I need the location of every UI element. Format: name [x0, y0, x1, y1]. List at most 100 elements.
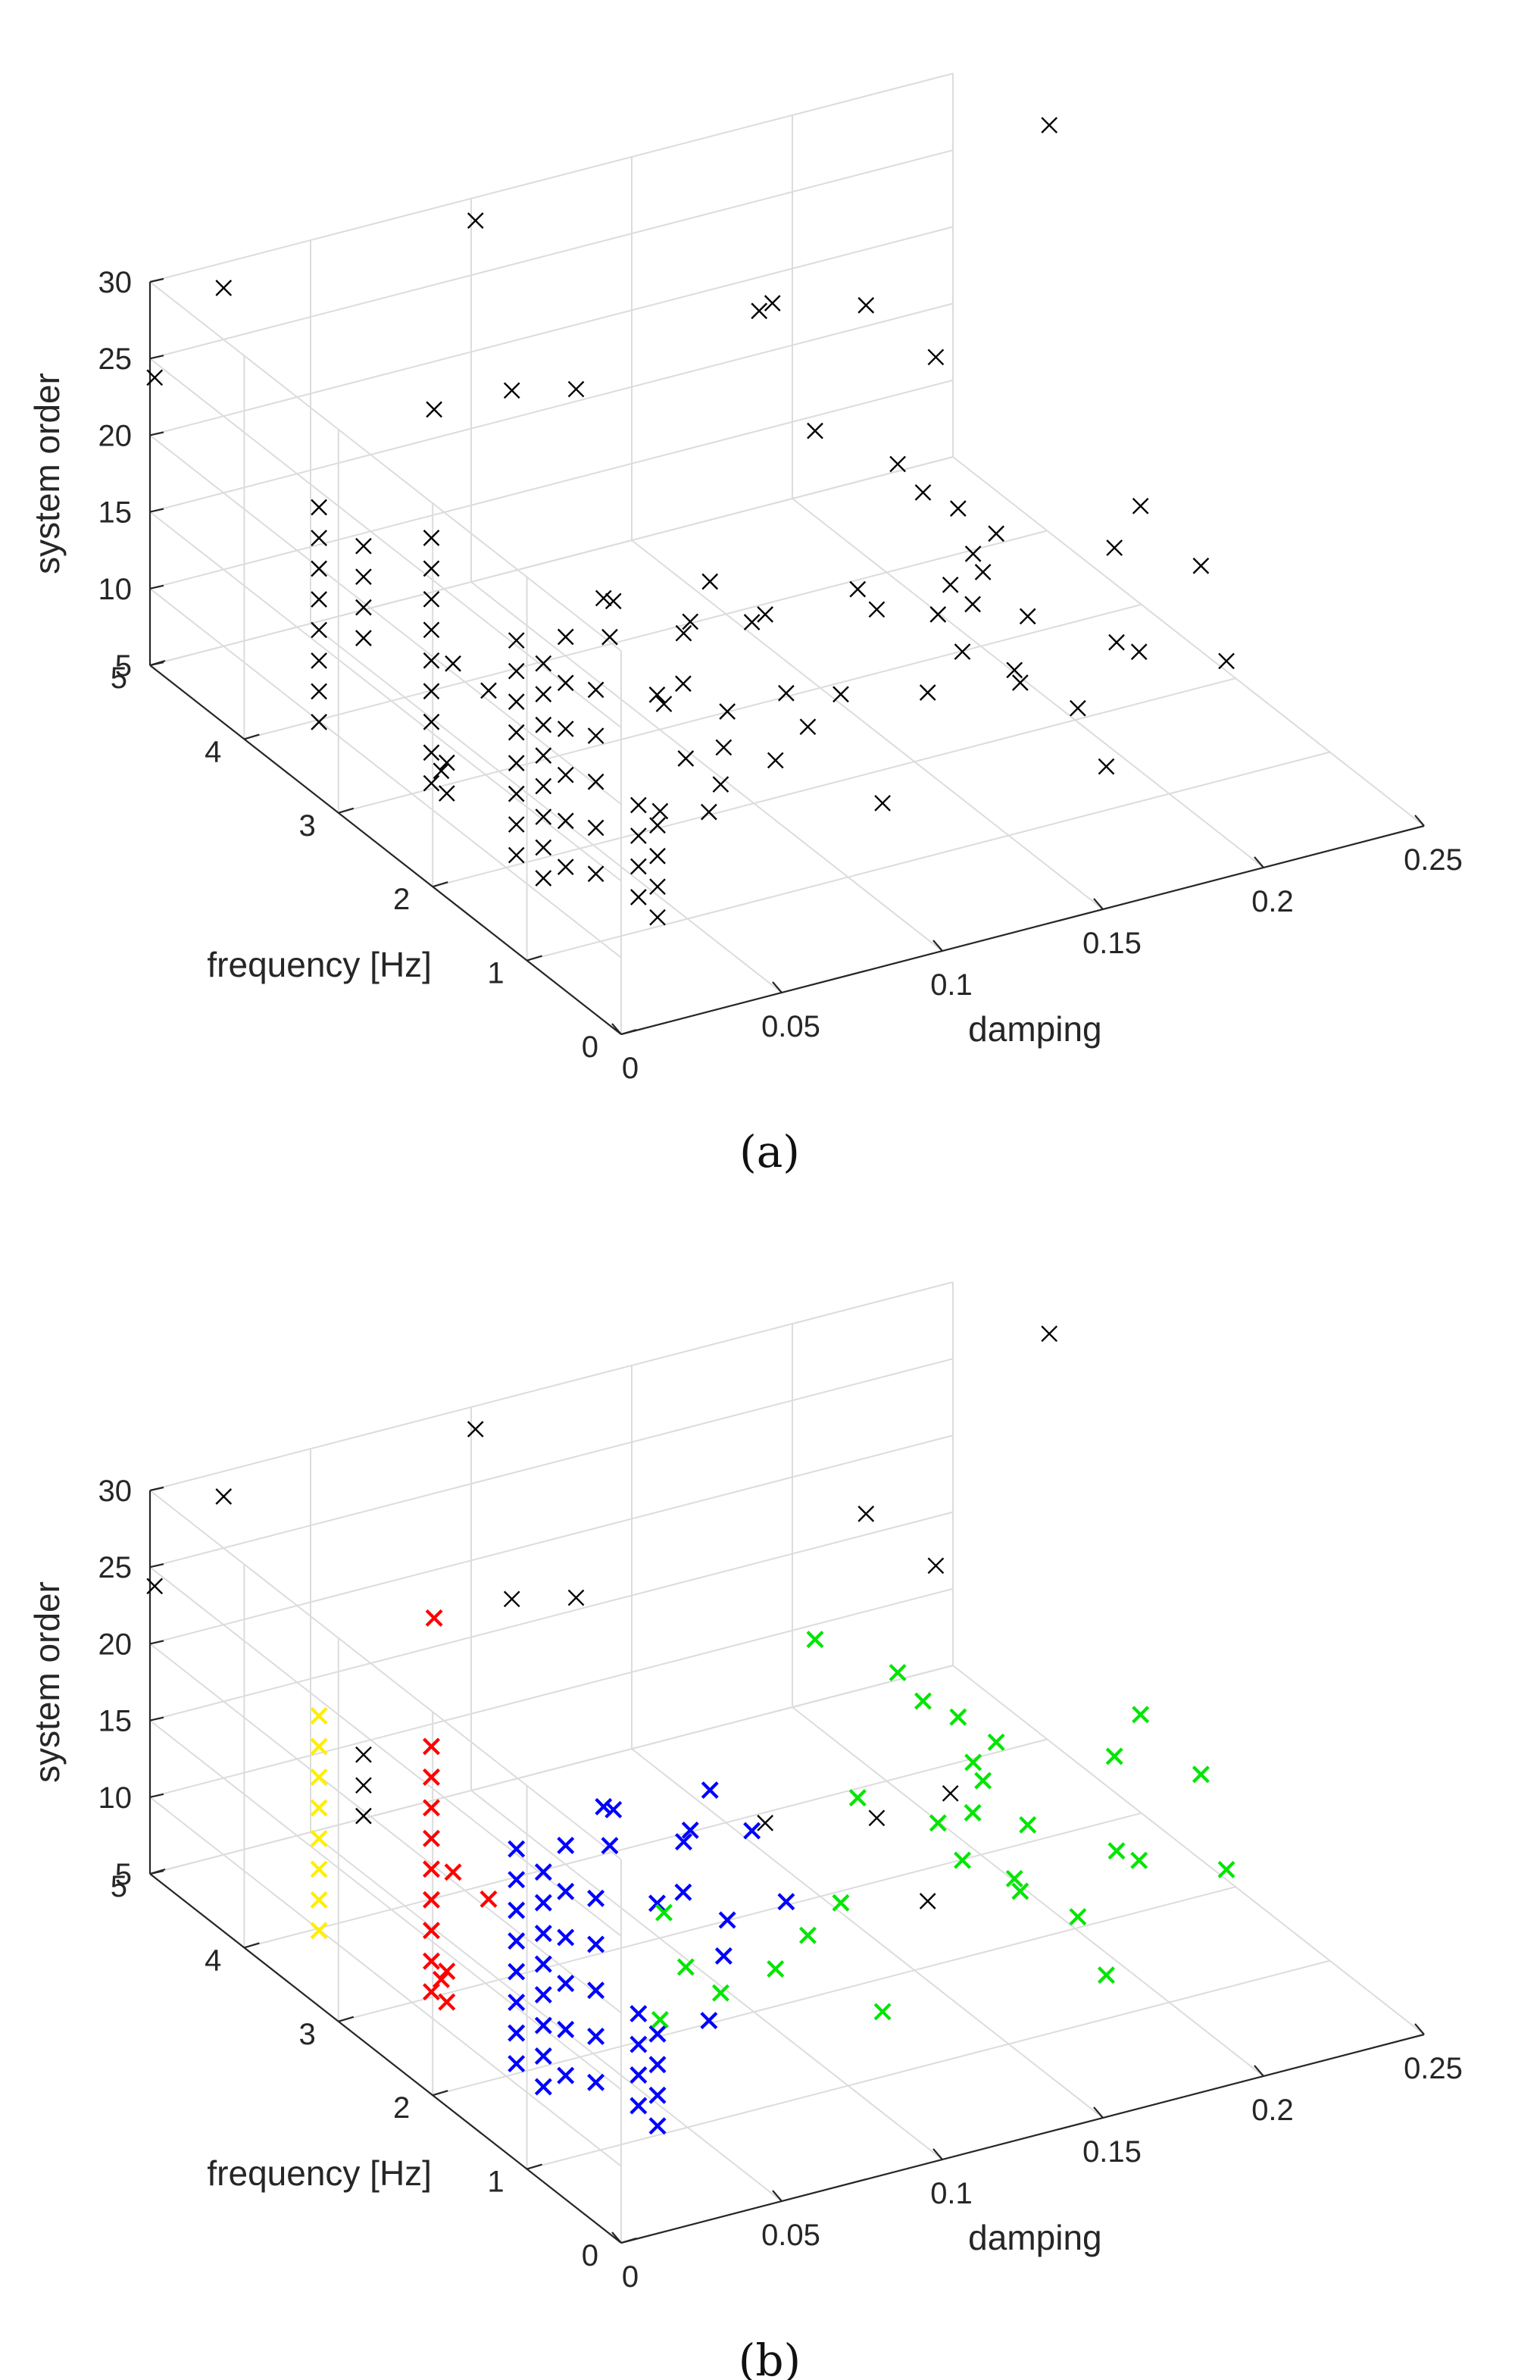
data-point	[423, 713, 440, 730]
data-point	[798, 1926, 817, 1944]
panel-caption: (a)	[739, 1126, 800, 1177]
data-point	[832, 1894, 850, 1912]
y-tick-label: 0	[582, 1030, 598, 1064]
data-point	[422, 1891, 440, 1909]
data-point	[557, 2066, 575, 2084]
data-point	[423, 683, 440, 700]
y-tick-label: 3	[299, 809, 316, 843]
data-point	[648, 2025, 667, 2043]
data-point	[964, 1753, 982, 1772]
data-point	[806, 1631, 824, 1649]
x-tick-mark	[1254, 856, 1264, 868]
data-point	[1011, 674, 1029, 691]
data-point	[508, 1994, 526, 2012]
x-tick-label: 0.2	[1251, 2094, 1294, 2127]
data-point	[310, 1829, 328, 1847]
y-tick-mark	[526, 2163, 542, 2170]
y-axis-line	[149, 665, 622, 1035]
y-tick-label: 1	[487, 957, 504, 990]
gridline-z-back	[149, 1665, 954, 1875]
x-tick-label: 0.2	[1251, 885, 1294, 918]
z-axis-label: system order	[27, 1581, 67, 1783]
data-point	[508, 1901, 526, 1919]
y-tick-mark	[432, 881, 448, 888]
data-point	[914, 484, 932, 501]
data-point	[1107, 1842, 1126, 1860]
data-point	[480, 682, 497, 699]
data-point	[919, 684, 936, 701]
data-point	[919, 1893, 936, 1909]
data-point	[535, 839, 552, 856]
data-point	[648, 2056, 667, 2074]
data-point	[567, 380, 585, 398]
data-point	[557, 1882, 575, 1900]
data-point	[310, 1860, 328, 1878]
data-point	[681, 1821, 699, 1839]
data-point	[1218, 652, 1235, 670]
data-point	[1130, 1851, 1148, 1869]
x-tick-mark	[932, 940, 943, 952]
data-point	[508, 1840, 526, 1858]
data-point	[649, 878, 666, 896]
data-point	[629, 2035, 648, 2053]
y-tick-label: 4	[205, 735, 221, 768]
data-point	[467, 1421, 484, 1437]
data-point	[534, 1894, 552, 1912]
z-tick-label: 25	[98, 1551, 133, 1584]
data-point	[648, 686, 666, 703]
data-point	[146, 369, 164, 386]
x-tick-mark	[1254, 2065, 1264, 2077]
data-point	[674, 1883, 692, 1901]
data-point	[799, 718, 817, 736]
data-point	[701, 573, 719, 590]
data-point	[215, 1488, 233, 1505]
y-tick-mark	[338, 2016, 355, 2022]
data-point	[674, 1833, 692, 1851]
x-tick-label: 0.05	[761, 2219, 820, 2252]
y-tick-label: 1	[487, 2166, 504, 2199]
data-point	[929, 606, 947, 623]
data-point	[701, 803, 717, 821]
z-tick-label: 20	[98, 419, 133, 452]
data-point	[711, 1984, 729, 2002]
data-point	[1192, 1765, 1210, 1784]
data-point	[311, 714, 327, 730]
y-axis-label: frequency [Hz]	[207, 2153, 432, 2193]
data-point	[715, 739, 733, 756]
x-tick-mark	[1093, 2106, 1104, 2119]
y-tick-mark	[620, 1028, 637, 1036]
series-unclustered	[146, 1325, 1058, 1909]
gridline-z-back	[149, 226, 954, 436]
data-point	[648, 2086, 667, 2104]
data-point	[1006, 661, 1023, 679]
data-point	[311, 530, 327, 546]
data-point	[423, 560, 440, 577]
gridline-z-left	[149, 434, 622, 805]
data-point	[655, 696, 673, 712]
data-point	[757, 1815, 774, 1831]
data-point	[654, 1903, 673, 1922]
data-point	[587, 727, 604, 744]
data-point	[508, 846, 525, 864]
x-tick-mark	[932, 2148, 943, 2160]
data-point	[423, 590, 440, 608]
data-point	[423, 774, 440, 792]
data-point	[479, 1890, 498, 1908]
data-point	[777, 1893, 795, 1911]
data-point	[1070, 699, 1086, 717]
gridline-z-left	[149, 1719, 622, 2091]
data-point	[422, 1799, 440, 1817]
data-point	[1098, 758, 1115, 775]
y-tick-mark	[338, 807, 355, 814]
data-point	[426, 401, 442, 418]
gridline-z-back	[149, 379, 954, 590]
gridline-x-floor	[792, 1706, 1264, 2077]
data-point	[557, 721, 574, 737]
data-point	[648, 2117, 667, 2135]
x-tick-label: 0.05	[761, 1010, 820, 1043]
z-tick-mark	[149, 1563, 164, 1568]
panel-caption: (b)	[739, 2335, 801, 2380]
gridline-x-floor	[952, 1665, 1425, 2035]
data-point	[425, 1609, 443, 1627]
